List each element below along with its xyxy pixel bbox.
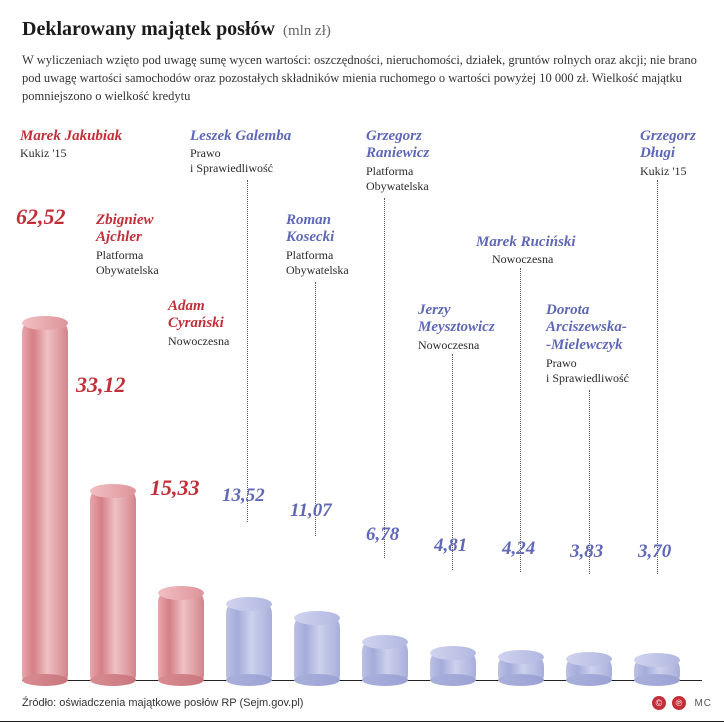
bar-value: 6,78 xyxy=(366,524,399,546)
bar-name: JerzyMeysztowicz xyxy=(418,302,495,337)
copyright-icon: © xyxy=(652,696,666,710)
leader-line xyxy=(384,198,385,558)
bar-cylinder xyxy=(158,593,204,681)
bar-party: PlatformaObywatelska xyxy=(96,248,159,278)
bar-cylinder xyxy=(90,491,136,681)
bar-cylinder xyxy=(22,323,68,681)
bar-value: 3,70 xyxy=(638,541,671,563)
bar-chart: 62,52Marek JakubiakKukiz '1533,12Zbignie… xyxy=(22,120,702,681)
bar-party: Kukiz '15 xyxy=(640,164,687,179)
bar-value: 13,52 xyxy=(222,485,265,507)
leader-line xyxy=(247,180,248,522)
bar-value: 62,52 xyxy=(16,204,66,230)
bar-value: 4,81 xyxy=(434,535,467,557)
bar-cylinder xyxy=(430,653,476,681)
bar-party: Prawoi Sprawiedliwość xyxy=(546,356,629,386)
bar-cylinder xyxy=(566,659,612,681)
bar xyxy=(430,653,476,681)
bar-name: Marek Jakubiak xyxy=(20,128,122,145)
leader-line xyxy=(520,268,521,572)
bar-party: PlatformaObywatelska xyxy=(366,164,429,194)
bar-value: 15,33 xyxy=(150,475,200,501)
bar-name: Marek Ruciński xyxy=(476,234,576,251)
bar xyxy=(90,491,136,681)
bar-party: PlatformaObywatelska xyxy=(286,248,349,278)
bar-cylinder xyxy=(294,618,340,681)
bar-value: 11,07 xyxy=(290,500,332,522)
bar-party: Kukiz '15 xyxy=(20,146,67,161)
bar-name: GrzegorzDługi xyxy=(640,128,696,163)
chart-description: W wyliczeniach wzięto pod uwagę sumę wyc… xyxy=(22,51,702,105)
bar-name: GrzegorzRaniewicz xyxy=(366,128,429,163)
bar-value: 3,83 xyxy=(570,541,603,563)
credit: MC xyxy=(694,698,712,709)
bar-party: Nowoczesna xyxy=(168,334,229,349)
bar-name: RomanKosecki xyxy=(286,212,334,247)
leader-line xyxy=(657,180,658,574)
chart-title: Deklarowany majątek posłów xyxy=(22,18,275,40)
bar xyxy=(634,660,680,681)
phono-icon: ℗ xyxy=(672,696,686,710)
bar xyxy=(498,657,544,681)
bar-name: Leszek Galemba xyxy=(190,128,291,145)
source-text: Źródło: oświadczenia majątkowe posłów RP… xyxy=(22,697,303,709)
bar xyxy=(566,659,612,681)
bar-cylinder xyxy=(498,657,544,681)
bar-value: 33,12 xyxy=(76,372,126,398)
bar xyxy=(22,323,68,681)
bar-value: 4,24 xyxy=(502,538,535,560)
bar-party: Nowoczesna xyxy=(418,338,479,353)
bar-name: ZbigniewAjchler xyxy=(96,212,154,247)
bar-cylinder xyxy=(226,604,272,681)
bar xyxy=(294,618,340,681)
chart-container: Deklarowany majątek posłów (mln zł) W wy… xyxy=(0,0,724,722)
bar-cylinder xyxy=(362,642,408,681)
copyright-badges: © ℗ xyxy=(650,693,686,711)
bar xyxy=(158,593,204,681)
bar-name: DorotaArciszewska--Mielewczyk xyxy=(546,302,627,354)
bar-cylinder xyxy=(634,660,680,681)
leader-line xyxy=(315,282,316,536)
chart-unit: (mln zł) xyxy=(283,23,331,39)
title-line: Deklarowany majątek posłów (mln zł) xyxy=(22,18,702,41)
bar-name: AdamCyrański xyxy=(168,298,224,333)
bar-party: Nowoczesna xyxy=(492,252,553,267)
bar-party: Prawoi Sprawiedliwość xyxy=(190,146,273,176)
bar xyxy=(362,642,408,681)
bar xyxy=(226,604,272,681)
